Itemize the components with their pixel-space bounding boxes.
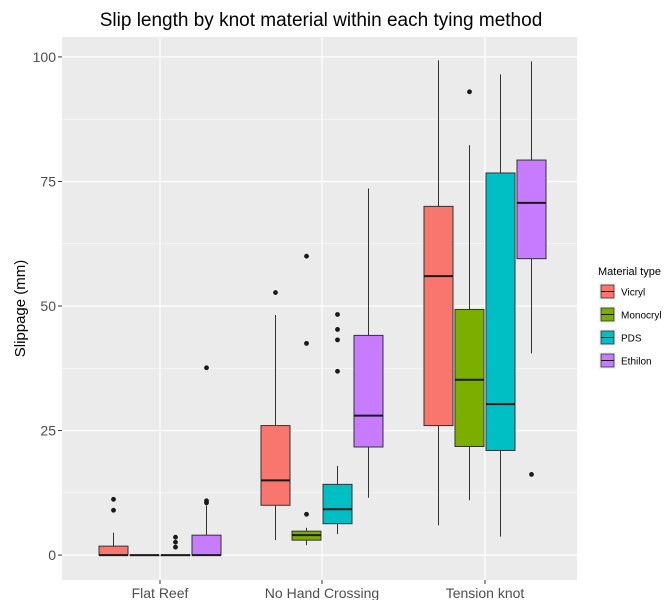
outlier-point xyxy=(304,340,309,346)
box xyxy=(322,483,353,525)
legend: Material type Vicryl Monocryl PDS Ethilon xyxy=(598,266,662,369)
outlier-point xyxy=(111,496,116,502)
series-pds xyxy=(160,74,516,557)
outlier-point xyxy=(335,327,340,332)
y-tick-label: 50 xyxy=(40,298,56,314)
outlier-point xyxy=(335,312,340,317)
series-monocryl xyxy=(129,89,485,557)
outlier-point xyxy=(173,539,178,545)
outlier-point xyxy=(335,337,340,343)
outlier-point xyxy=(335,368,340,374)
y-axis-label: Slippage (mm) xyxy=(12,260,29,358)
outlier-point xyxy=(204,365,209,371)
box xyxy=(98,545,129,556)
legend-label: Monocryl xyxy=(621,311,662,322)
series-ethilon xyxy=(191,61,547,557)
outlier-point xyxy=(529,471,534,477)
y-tick-label: 25 xyxy=(40,423,56,439)
chart-title: Slip length by knot material within each… xyxy=(100,10,543,31)
box xyxy=(353,334,384,448)
box xyxy=(260,425,291,506)
outlier-point xyxy=(204,498,209,504)
outlier-point xyxy=(173,534,178,540)
legend-label: Ethilon xyxy=(621,357,652,368)
outlier-point xyxy=(173,544,178,550)
legend-label: PDS xyxy=(621,334,642,345)
x-tick-label: Tension knot xyxy=(446,585,525,600)
outlier-point xyxy=(304,511,309,517)
box xyxy=(485,172,516,451)
y-tick-label: 75 xyxy=(40,173,56,189)
y-tick-label: 100 xyxy=(33,49,57,65)
series-vicryl xyxy=(98,60,454,557)
x-tick-label: No Hand Crossing xyxy=(265,585,379,600)
legend-title: Material type xyxy=(598,266,661,278)
legend-label: Vicryl xyxy=(621,288,645,299)
outlier-point xyxy=(304,253,309,259)
outlier-point xyxy=(273,290,278,295)
box xyxy=(454,308,485,447)
outlier-point xyxy=(111,507,116,513)
y-tick-label: 0 xyxy=(48,547,56,563)
box xyxy=(516,159,547,260)
outlier-point xyxy=(467,89,472,95)
box xyxy=(191,534,222,556)
box xyxy=(423,205,454,427)
x-tick-label: Flat Reef xyxy=(132,585,189,600)
